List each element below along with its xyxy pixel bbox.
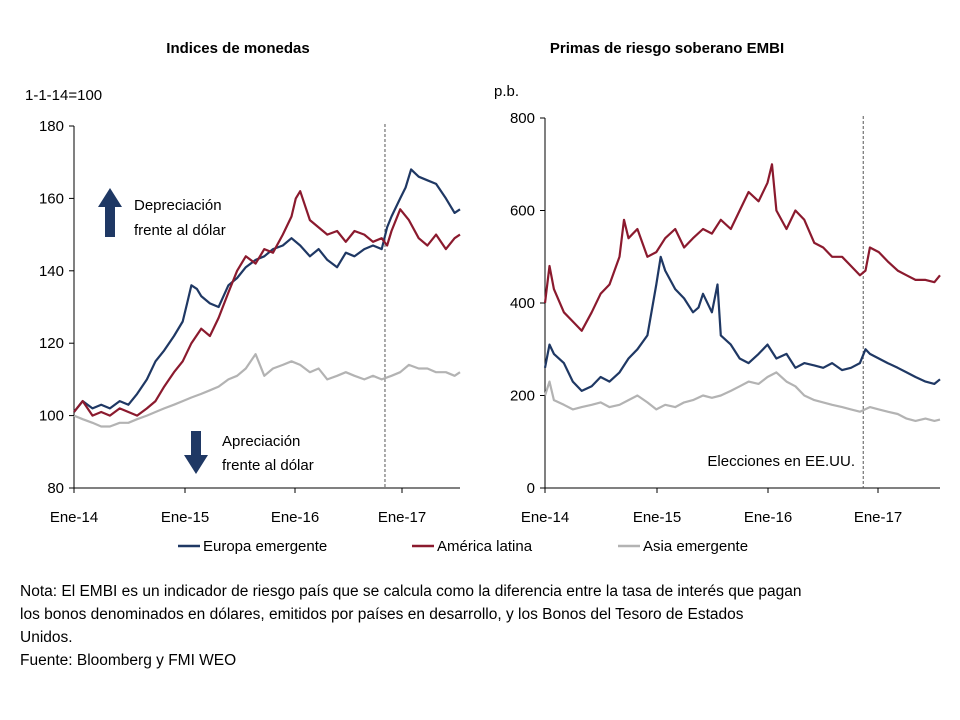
x-tick-label: Ene-15 xyxy=(633,509,681,526)
y-tick-label: 100 xyxy=(39,408,64,425)
x-tick-label: Ene-15 xyxy=(161,509,209,526)
y-tick-label: 80 xyxy=(47,480,64,497)
x-tick-label: Ene-17 xyxy=(854,509,902,526)
embi-spread-chart: Primas de riesgo soberano EMBI p.b. 0 200… xyxy=(494,40,941,526)
series-line-asia-emergente xyxy=(543,371,941,422)
series-line-américa-latina xyxy=(543,163,941,332)
x-tick-label: Ene-16 xyxy=(271,509,319,526)
series-line-asia-emergente xyxy=(73,353,461,428)
y-tick-label: 0 xyxy=(527,480,535,497)
source-line: Fuente: Bloomberg y FMI WEO xyxy=(20,652,237,669)
annotation-us-elections: Elecciones en EE.UU. xyxy=(707,453,855,470)
legend: Europa emergente América latina Asia emerg… xyxy=(178,538,748,555)
note-line: Nota: El EMBI es un indicador de riesgo … xyxy=(20,583,802,600)
y-tick-label: 140 xyxy=(39,263,64,280)
chart-title: Primas de riesgo soberano EMBI xyxy=(550,40,784,57)
series-line-europa-emergente xyxy=(73,168,461,413)
y-tick-label: 200 xyxy=(510,388,535,405)
footnote: Nota: El EMBI es un indicador de riesgo … xyxy=(20,580,945,672)
x-tick-label: Ene-14 xyxy=(50,509,98,526)
legend-label: América latina xyxy=(437,538,533,555)
annotation-depreciation: Depreciación xyxy=(134,197,222,214)
annotation-appreciation: Apreciación xyxy=(222,433,300,450)
arrow-up-icon xyxy=(98,188,122,237)
annotation-depreciation: frente al dólar xyxy=(134,222,226,239)
x-tick-label: Ene-14 xyxy=(521,509,569,526)
series-line-europa-emergente xyxy=(543,255,941,392)
currency-index-chart: Indices de monedas 1-1-14=100 80 100 120 14… xyxy=(25,40,461,526)
y-tick-label: 400 xyxy=(510,295,535,312)
annotation-appreciation: frente al dólar xyxy=(222,457,314,474)
note-line: los bonos denominados en dólares, emitid… xyxy=(20,606,744,623)
y-tick-label: 800 xyxy=(510,110,535,127)
legend-label: Europa emergente xyxy=(203,538,327,555)
y-axis-unit: p.b. xyxy=(494,83,519,100)
x-tick-label: Ene-16 xyxy=(744,509,792,526)
x-tick-label: Ene-17 xyxy=(378,509,426,526)
arrow-down-icon xyxy=(184,431,208,474)
note-line: Unidos. xyxy=(20,629,73,646)
chart-title: Indices de monedas xyxy=(166,40,309,57)
y-tick-label: 180 xyxy=(39,118,64,135)
series-line-américa-latina xyxy=(73,190,461,417)
y-axis-unit: 1-1-14=100 xyxy=(25,87,102,104)
y-tick-label: 120 xyxy=(39,335,64,352)
y-tick-label: 160 xyxy=(39,190,64,207)
y-tick-label: 600 xyxy=(510,203,535,220)
legend-label: Asia emergente xyxy=(643,538,748,555)
